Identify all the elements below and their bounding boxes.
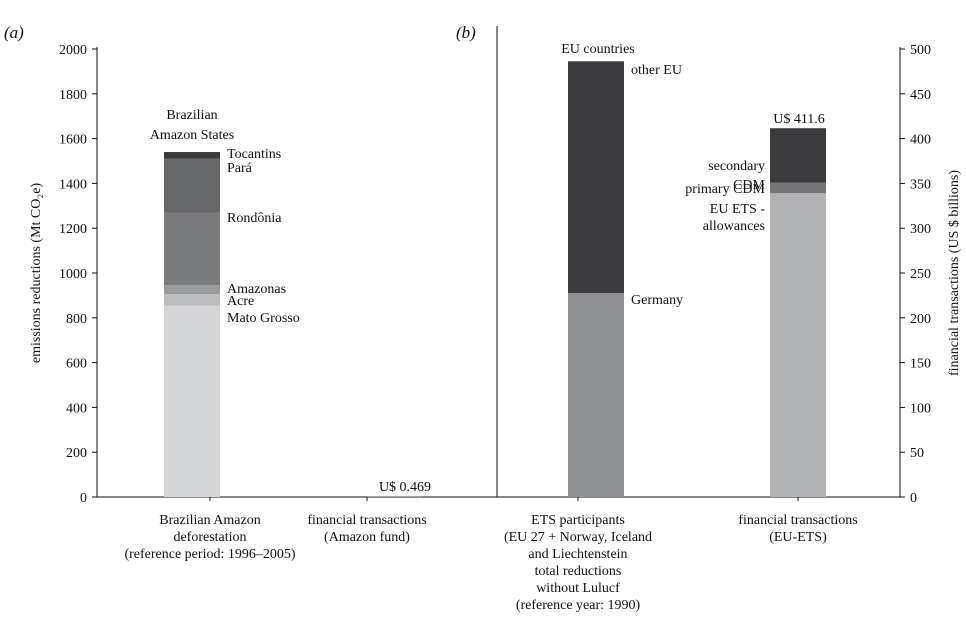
segment-label: other EU	[631, 63, 682, 78]
bar-segment	[164, 285, 220, 295]
left-tick-label: 0	[80, 491, 87, 506]
right-tick-label: 300	[910, 222, 931, 237]
bar-segment	[164, 305, 220, 497]
category-label: and Liechtenstein	[528, 547, 627, 562]
bar-segment	[164, 158, 220, 213]
category-label: total reductions	[535, 564, 622, 579]
left-tick-label: 1400	[59, 177, 87, 192]
panel-label-a: (a)	[4, 23, 24, 42]
bar-segment	[164, 152, 220, 159]
category-label: financial transactions	[738, 513, 857, 528]
bar-segment	[164, 294, 220, 306]
group-title: EU countries	[561, 42, 634, 57]
category-label: (EU 27 + Norway, Iceland	[504, 530, 652, 545]
group-title: Amazon States	[150, 128, 234, 143]
left-tick-label: 2000	[59, 43, 87, 58]
bar-segment	[770, 128, 826, 183]
segment-label: Pará	[227, 161, 253, 176]
panel-label-b: (b)	[456, 23, 476, 42]
bar-segment	[568, 61, 624, 294]
segment-label: CDM	[733, 178, 765, 193]
segment-label: primary CDM	[685, 182, 765, 197]
category-label: (EU-ETS)	[769, 530, 827, 545]
segment-label: Rondônia	[227, 211, 282, 226]
segment-label: Acre	[227, 294, 254, 309]
value-label: U$ 411.6	[773, 112, 825, 127]
left-tick-label: 1800	[59, 88, 87, 103]
segment-label: Tocantins	[227, 147, 281, 162]
category-label: ETS participants	[531, 513, 625, 528]
category-label: Brazilian Amazon	[159, 513, 260, 528]
right-tick-label: 500	[910, 43, 931, 58]
right-tick-label: 250	[910, 267, 931, 282]
left-tick-label: 400	[66, 401, 87, 416]
right-tick-label: 150	[910, 357, 931, 372]
axes-layer	[92, 26, 905, 501]
category-label: (Amazon fund)	[324, 530, 410, 545]
left-tick-label: 800	[66, 312, 87, 327]
segment-label: EU ETS -	[710, 202, 766, 217]
right-tick-label: 350	[910, 177, 931, 192]
segment-label: Mato Grosso	[227, 311, 300, 326]
left-tick-label: 1200	[59, 222, 87, 237]
segment-label: Amazonas	[227, 282, 286, 297]
right-tick-label: 100	[910, 401, 931, 416]
labels-layer: 0 200 400 600 800 1000 1200 1400 1600 1800 2000 0 50…	[4, 23, 962, 613]
right-tick-label: 200	[910, 312, 931, 327]
bar-segment	[770, 182, 826, 194]
left-axis-title: emissions reductions (Mt CO₂e)	[29, 183, 44, 364]
left-tick-label: 1600	[59, 133, 87, 148]
right-tick-label: 50	[910, 446, 924, 461]
category-label: financial transactions	[307, 513, 426, 528]
bar-segment	[568, 293, 624, 497]
bar-segment	[770, 193, 826, 498]
left-tick-label: 600	[66, 357, 87, 372]
left-tick-label: 200	[66, 446, 87, 461]
left-tick-label: 1000	[59, 267, 87, 282]
value-label: U$ 0.469	[379, 480, 431, 495]
bar-segment	[164, 212, 220, 286]
bars-layer	[164, 61, 826, 498]
category-label: deforestation	[173, 530, 246, 545]
segment-label: secondary	[708, 159, 765, 174]
group-title: Brazilian	[166, 108, 217, 123]
right-tick-label: 0	[910, 491, 917, 506]
segment-label: Germany	[631, 293, 683, 308]
right-tick-label: 450	[910, 88, 931, 103]
category-label: (reference year: 1990)	[516, 598, 641, 613]
category-label: (reference period: 1996–2005)	[124, 547, 295, 562]
category-label: without Lulucf	[536, 581, 620, 596]
right-axis-title: financial transactions (US $ billions)	[947, 170, 962, 376]
right-tick-label: 400	[910, 133, 931, 148]
segment-label: allowances	[703, 219, 765, 234]
